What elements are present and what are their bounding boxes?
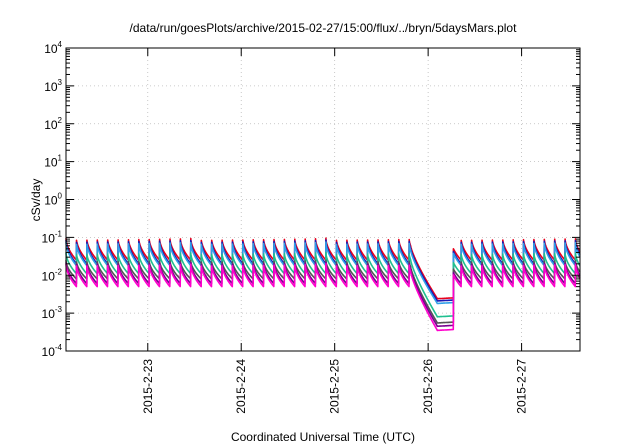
chart-title: /data/run/goesPlots/archive/2015-02-27/1… <box>130 21 518 35</box>
y-tick-label: 10-1 <box>42 229 63 245</box>
series-line <box>65 262 581 332</box>
y-tick-label: 103 <box>44 78 62 94</box>
y-axis-label: cSv/day <box>29 179 43 222</box>
series-line <box>65 237 581 300</box>
series-line <box>65 259 581 324</box>
x-tick-label: 2015-2-24 <box>234 359 248 414</box>
x-tick-label: 2015-2-27 <box>515 359 529 414</box>
x-tick-label: 2015-2-23 <box>141 359 155 414</box>
y-tick-label: 104 <box>44 40 62 56</box>
y-tick-label: 102 <box>44 116 62 132</box>
x-axis-ticks: 2015-2-23 2015-2-24 2015-2-25 2015-2-26 2015… <box>141 48 529 414</box>
series-line <box>65 251 581 318</box>
x-tick-label: 2015-2-25 <box>328 359 342 414</box>
x-tick-label: 2015-2-26 <box>421 359 435 414</box>
y-tick-label: 101 <box>44 154 62 170</box>
grid-lines <box>66 48 580 351</box>
series-line <box>65 241 581 305</box>
y-tick-label: 10-4 <box>42 343 63 359</box>
y-tick-label: 10-3 <box>42 305 63 321</box>
y-tick-label: 100 <box>44 192 62 208</box>
series-lines <box>65 237 581 332</box>
y-tick-label: 10-2 <box>42 267 63 283</box>
y-axis-ticks: 10-4 10-3 10-2 10-1 100 101 102 103 104 <box>42 40 580 359</box>
x-axis-label: Coordinated Universal Time (UTC) <box>231 430 415 444</box>
